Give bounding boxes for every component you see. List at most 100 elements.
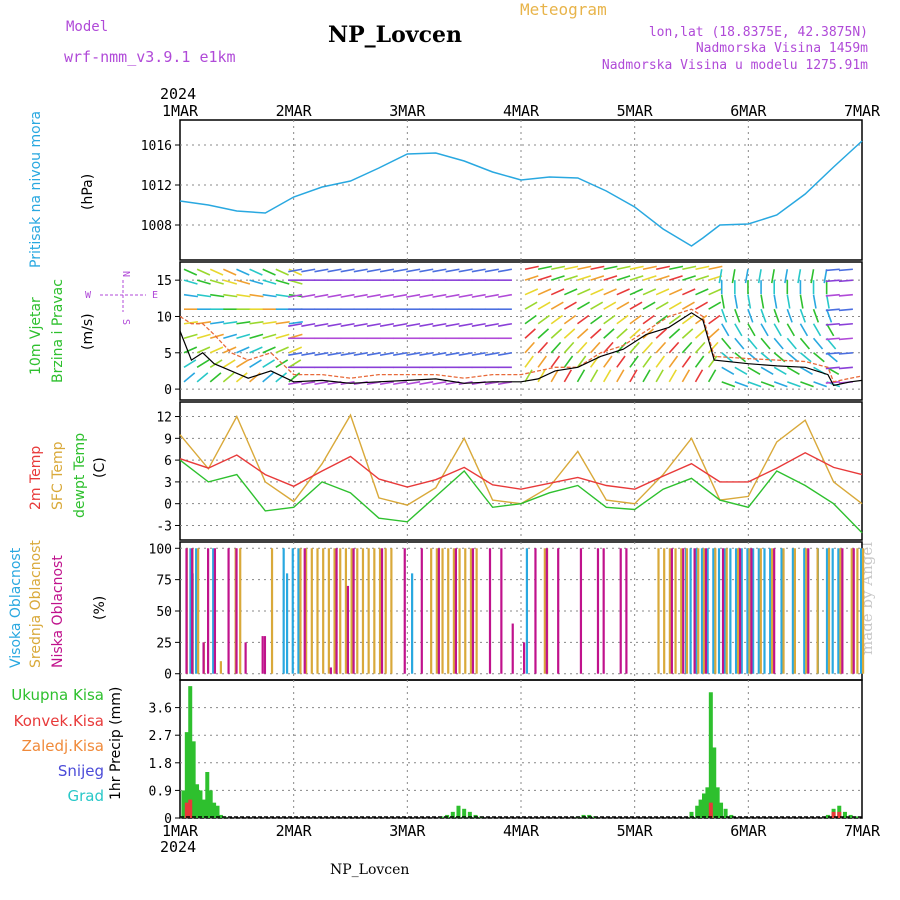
wind-arrow [825, 337, 840, 341]
wind-arrow [576, 369, 586, 383]
cloud-bar-1 [657, 548, 660, 674]
cloud-bar-0 [763, 548, 766, 674]
cloud-bar-0 [525, 548, 529, 674]
wind-arrow [249, 293, 264, 298]
pressure-ytick-label: 1008 [141, 219, 172, 234]
wind-arrow [616, 314, 629, 325]
wind-arrow [642, 341, 654, 354]
wind-arrow [590, 301, 604, 310]
precipitation-frame [179, 679, 863, 819]
wind-arrow [288, 322, 303, 327]
wind-arrow [642, 265, 657, 271]
wind-arrow [734, 323, 743, 337]
wind-arrow [681, 301, 695, 310]
wind-arrow [773, 352, 786, 363]
xtick-label-bottom: 1MAR [162, 822, 199, 840]
wind-arrow [708, 341, 719, 354]
precip-bar-1 [188, 799, 193, 818]
wind-arrow [838, 337, 853, 341]
wind-arrow [484, 352, 499, 357]
meteogram-label: Meteogram [520, 0, 607, 19]
cloud-bar-1 [685, 548, 689, 674]
wind-arrow [655, 328, 668, 339]
wind-arrow [524, 355, 534, 368]
cloud-bar-1 [736, 548, 740, 674]
wind-arrow [655, 275, 670, 281]
cloud-bar-2 [244, 642, 247, 674]
cloud-bar-1 [441, 548, 444, 674]
precip-bar-0 [205, 772, 210, 818]
precip-bar-0 [705, 787, 710, 818]
cloud-bar-0 [689, 548, 692, 674]
wind-arrow [812, 294, 817, 309]
wind-arrow [721, 323, 730, 337]
wind-arrow [603, 328, 615, 339]
precip-bar-0 [723, 808, 728, 818]
wind-arrow [669, 265, 684, 271]
temperature-frame [179, 401, 863, 541]
xtick-label-top: 7MAR [844, 102, 881, 120]
xtick-label-top: 6MAR [730, 102, 767, 120]
wind-arrow [734, 366, 748, 376]
wind-arrow [707, 369, 717, 383]
cloud-bar-0 [700, 548, 704, 674]
footer-title: NP_Lovcen [330, 862, 410, 878]
wind-arrow [642, 275, 657, 281]
wind-arrow [223, 346, 237, 354]
cloud-bar-0 [706, 548, 709, 674]
wind-arrow [327, 352, 342, 357]
wind-arrow [537, 369, 546, 383]
wind-arrow [524, 275, 539, 281]
wind-arrow [838, 279, 853, 283]
cloud-bar-0 [803, 548, 806, 674]
cloud-bar-2 [773, 548, 776, 674]
cloud-bar-2 [557, 548, 560, 674]
wind-gust-line [179, 308, 863, 383]
precip-bar-0 [708, 692, 713, 818]
wind-arrow [838, 351, 853, 355]
wind-arrow [275, 372, 288, 383]
precip-legend-snow: Snijeg [57, 762, 104, 780]
wind-arrow [682, 288, 696, 296]
cloud-bar-0 [411, 573, 414, 674]
temperature-ytick-label: 6 [164, 454, 172, 469]
wind-arrow [419, 381, 434, 386]
wind-arrow [786, 294, 791, 309]
wind-arrow [655, 314, 668, 325]
wind-arrow [288, 293, 303, 298]
wind-arrow [616, 301, 630, 310]
wind-arrow [786, 337, 797, 350]
wind-arrow [249, 279, 264, 285]
wind-arrow [813, 381, 827, 388]
wind-arrow [825, 322, 840, 326]
wind-arrow [301, 381, 316, 386]
wind-arrow [668, 341, 680, 354]
precip-bar-0 [181, 790, 186, 818]
wind-arrow [223, 293, 238, 298]
wind-arrow [773, 366, 787, 376]
cloud-bar-1 [862, 548, 865, 674]
wind-arrow [406, 293, 421, 298]
wind-arrow [301, 293, 316, 298]
wind-arrow [694, 355, 705, 368]
wind-arrow [838, 268, 853, 272]
wind-arrow [629, 355, 639, 368]
cloud-bar-1 [850, 548, 853, 674]
wind-arrow [731, 269, 736, 284]
wind-arrow [603, 314, 616, 325]
wind-arrow [210, 320, 225, 325]
wind-arrow [576, 328, 589, 339]
wind-arrow [484, 322, 499, 327]
wind-arrow [406, 268, 421, 273]
cloud-bar-0 [837, 548, 840, 674]
wind-arrow [275, 268, 289, 276]
cloud-bar-1 [447, 548, 450, 674]
cloud-bar-1 [816, 548, 819, 674]
precip-bar-0 [450, 811, 455, 818]
wind-arrow [379, 381, 394, 386]
wind-arrow [590, 265, 605, 271]
wind-arrow [537, 341, 549, 354]
wind-arrow [236, 320, 251, 325]
precip-bar-0 [695, 805, 700, 818]
cloud-bar-0 [831, 548, 834, 674]
